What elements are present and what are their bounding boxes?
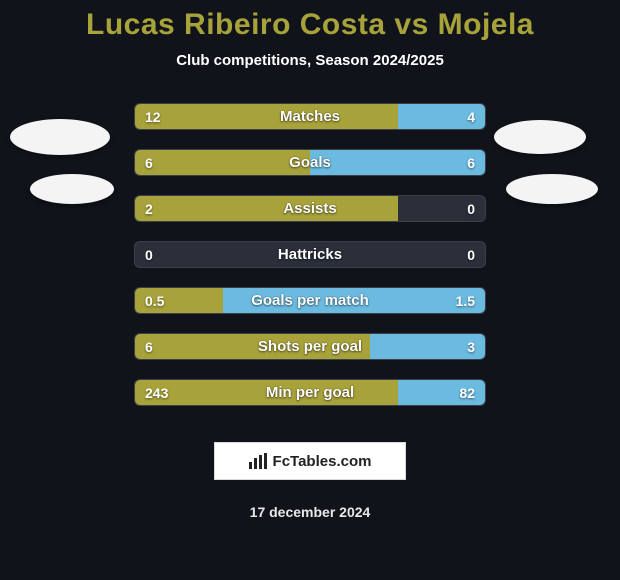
avatar-placeholder: [494, 120, 586, 154]
stat-bar-left: [135, 288, 223, 313]
stat-value-right: 0: [457, 242, 485, 267]
page-title: Lucas Ribeiro Costa vs Mojela: [0, 0, 620, 42]
brand-bars-icon: [249, 453, 267, 469]
stat-bar-right: [398, 380, 486, 405]
stat-bar-left: [135, 380, 398, 405]
stat-row: 63Shots per goal: [134, 333, 486, 360]
stat-bar-right: [223, 288, 486, 313]
comparison-infographic: Lucas Ribeiro Costa vs Mojela Club compe…: [0, 0, 620, 580]
stat-row: 66Goals: [134, 149, 486, 176]
stat-bar-left: [135, 196, 398, 221]
stat-row: 124Matches: [134, 103, 486, 130]
subtitle: Club competitions, Season 2024/2025: [0, 52, 620, 69]
stat-bar-right: [370, 334, 486, 359]
stat-row: 24382Min per goal: [134, 379, 486, 406]
brand-badge: FcTables.com: [214, 442, 406, 480]
stat-bar-right: [310, 150, 485, 175]
stat-bar-right: [398, 104, 486, 129]
stat-bar-left: [135, 334, 370, 359]
stat-row: 20Assists: [134, 195, 486, 222]
avatar-placeholder: [506, 174, 598, 204]
stat-label: Hattricks: [135, 242, 485, 267]
date-text: 17 december 2024: [0, 504, 620, 520]
avatar-placeholder: [10, 119, 110, 155]
stat-value-right: 0: [457, 196, 485, 221]
stat-row: 0.51.5Goals per match: [134, 287, 486, 314]
stat-bar-left: [135, 150, 310, 175]
avatar-placeholder: [30, 174, 114, 204]
stat-value-left: 0: [135, 242, 163, 267]
stat-row: 0 0Hattricks: [134, 241, 486, 268]
brand-text: FcTables.com: [273, 453, 372, 470]
stat-bar-left: [135, 104, 398, 129]
